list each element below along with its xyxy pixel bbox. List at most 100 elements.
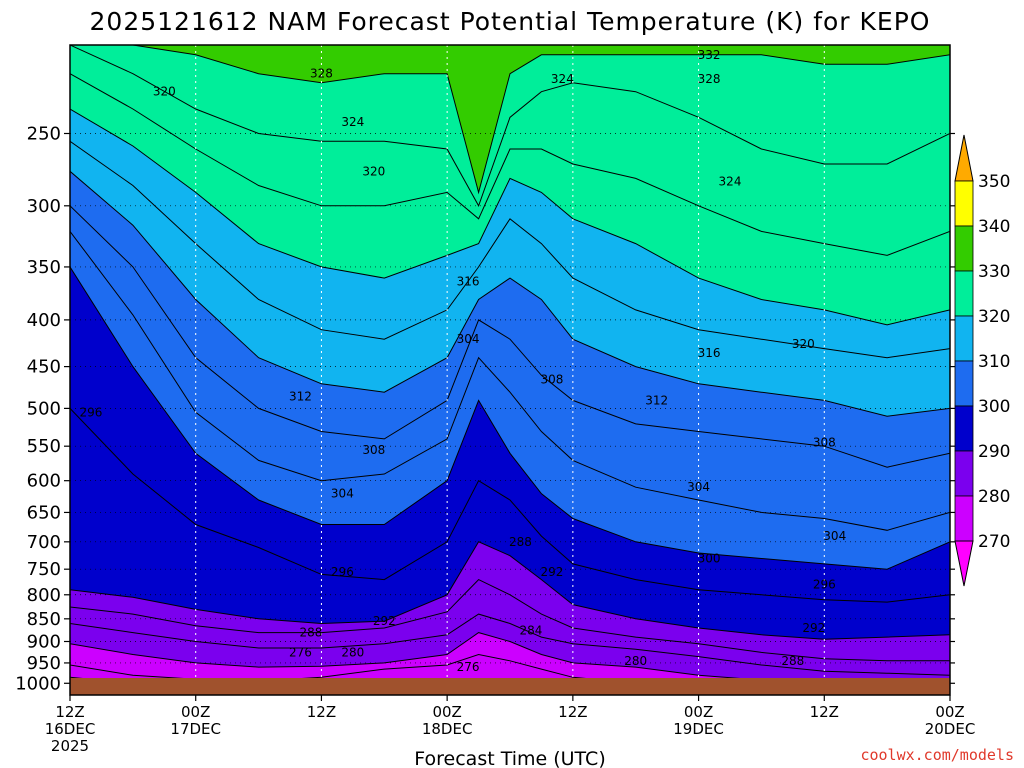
isentrope-320	[70, 108, 950, 326]
colorbar-segment-340	[954, 180, 974, 227]
temperature-bands	[70, 45, 950, 684]
y-tick-label: 300	[27, 196, 61, 217]
colorbar-label: 290	[978, 442, 1010, 462]
colorbar-label: 340	[978, 217, 1010, 237]
contour-label: 320	[792, 337, 815, 351]
contour-label: 300	[698, 551, 721, 565]
x-tick-label: 00Z	[181, 703, 210, 721]
colorbar-segment-280	[954, 450, 974, 497]
colorbar-label: 310	[978, 352, 1010, 372]
credit-text: coolwx.com/models	[860, 746, 1014, 764]
y-tick-label: 400	[27, 310, 61, 331]
contour-label: 292	[373, 614, 396, 628]
contour-label: 312	[289, 389, 312, 403]
isentrope-328	[70, 45, 950, 208]
x-tick-label: 18DEC	[422, 720, 473, 738]
contour-label: 324	[341, 115, 364, 129]
terrain-surface	[70, 678, 950, 695]
x-tick-label: 00Z	[684, 703, 713, 721]
colorbar-top-triangle	[954, 134, 974, 182]
x-tick-label: 00Z	[432, 703, 461, 721]
isentrope-296	[70, 408, 950, 603]
plot-frame	[69, 44, 951, 696]
colorbar: 270 280 290 300 310 320 330 340 350	[954, 134, 1010, 587]
x-tick-label: 16DEC	[45, 720, 96, 738]
contour-label: 292	[540, 565, 563, 579]
y-tick-label: 650	[27, 502, 61, 523]
contour-label: 308	[362, 443, 385, 457]
isentrope-304	[70, 231, 950, 531]
x-axis-label: Forecast Time (UTC)	[414, 748, 605, 768]
contour-label: 292	[802, 621, 825, 635]
y-tick-label: 900	[27, 631, 61, 652]
colorbar-label: 330	[978, 262, 1010, 282]
y-tick-label: 800	[27, 585, 61, 606]
colorbar-segment-330	[954, 225, 974, 272]
isentrope-300	[70, 266, 950, 570]
contour-label: 312	[645, 393, 668, 407]
contour-label: 288	[781, 654, 804, 668]
x-tick-label: 19DEC	[673, 720, 724, 738]
contour-label: 280	[341, 645, 364, 659]
isentrope-292	[70, 541, 950, 640]
x-tick-label: 20DEC	[925, 720, 976, 738]
contour-label: 276	[457, 660, 480, 674]
y-tick-label: 250	[27, 123, 61, 144]
isentrope-308	[70, 205, 950, 468]
colorbar-label: 350	[978, 172, 1010, 192]
isentrope-332	[70, 45, 950, 195]
contour-label: 328	[698, 72, 721, 86]
colorbar-segment-310	[954, 315, 974, 362]
colorbar-label: 300	[978, 397, 1010, 417]
x-tick-label: 2025	[51, 737, 89, 755]
isentrope-312	[70, 170, 950, 417]
contour-label: 296	[813, 578, 836, 592]
contour-label: 316	[698, 346, 721, 360]
isentrope-284	[70, 613, 950, 676]
y-tick-label: 700	[27, 532, 61, 553]
contour-label: 304	[331, 487, 354, 501]
y-tick-label: 500	[27, 398, 61, 419]
colorbar-label: 270	[978, 532, 1010, 552]
colorbar-label: 280	[978, 487, 1010, 507]
x-tick-label: 17DEC	[170, 720, 221, 738]
y-tick-label: 550	[27, 436, 61, 457]
colorbar-segment-320	[954, 270, 974, 317]
contour-label: 316	[457, 274, 480, 288]
y-axis: 2503003504004505005506006507007508008509…	[15, 123, 955, 694]
colorbar-segment-290	[954, 405, 974, 452]
x-tick-label: 12Z	[558, 703, 587, 721]
contour-label: 324	[719, 174, 742, 188]
isentrope-324	[70, 73, 950, 256]
contour-label: 324	[551, 72, 574, 86]
contour-labels: 328 320 324 320 324 328 332 324 316 304 308 316 320 3…	[79, 48, 846, 674]
colorbar-segment-300	[954, 360, 974, 407]
contour-label: 320	[153, 85, 176, 99]
contour-label: 280	[624, 654, 647, 668]
y-tick-label: 950	[27, 653, 61, 674]
x-tick-label: 00Z	[935, 703, 964, 721]
contour-label: 328	[310, 67, 333, 81]
colorbar-label: 320	[978, 307, 1010, 327]
contour-label: 304	[687, 480, 710, 494]
y-tick-label: 600	[27, 471, 61, 492]
contour-label: 320	[362, 164, 385, 178]
x-tick-label: 12Z	[307, 703, 336, 721]
contour-label: 296	[331, 565, 354, 579]
contour-label: 308	[813, 436, 836, 450]
contour-label: 288	[509, 535, 532, 549]
band-332	[70, 45, 950, 193]
x-tick-label: 12Z	[810, 703, 839, 721]
contour-label: 288	[299, 626, 322, 640]
contour-label: 276	[289, 645, 312, 659]
band-328	[70, 45, 950, 206]
contour-label: 304	[457, 332, 480, 346]
contour-label: 308	[540, 373, 563, 387]
x-tick-label: 12Z	[55, 703, 84, 721]
contour-label: 296	[79, 405, 102, 419]
isentrope-316	[70, 140, 950, 359]
chart-title: 2025121612 NAM Forecast Potential Temper…	[90, 7, 931, 36]
colorbar-bottom-triangle	[954, 540, 974, 587]
